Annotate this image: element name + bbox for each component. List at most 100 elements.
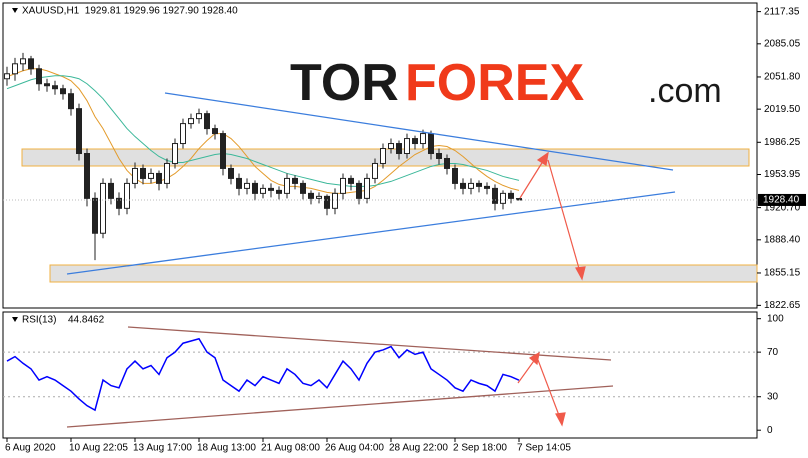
candle-body xyxy=(36,68,42,85)
candle-body xyxy=(68,93,74,110)
rsi-panel xyxy=(2,311,758,439)
candle-body xyxy=(292,177,298,184)
candle-body xyxy=(148,172,154,179)
y-tick-label: 2051.80 xyxy=(764,72,801,83)
x-tick-label: 2 Sep 18:00 xyxy=(453,443,507,454)
candle-body xyxy=(188,118,194,125)
candle-body xyxy=(52,85,58,90)
candle-body xyxy=(76,108,82,155)
candle-body xyxy=(388,143,394,150)
candle-body xyxy=(132,167,138,184)
last-price-label: 1928.40 xyxy=(763,195,800,206)
rsi-value: 44.8462 xyxy=(68,315,105,326)
candle-body xyxy=(356,182,362,199)
x-tick-label: 21 Aug 08:00 xyxy=(261,443,320,454)
x-tick-label: 18 Aug 13:00 xyxy=(197,443,256,454)
x-tick-label: 13 Aug 17:00 xyxy=(133,443,192,454)
y-tick-label: 2117.35 xyxy=(764,6,800,17)
candle-body xyxy=(340,177,346,194)
trend-line-lower xyxy=(66,191,676,275)
candle-body xyxy=(4,73,10,80)
candle-body xyxy=(44,83,50,87)
watermark-forex: FOREX xyxy=(405,54,584,112)
y-tick-label: 1888.40 xyxy=(764,234,801,245)
x-tick-label: 6 Aug 2020 xyxy=(5,443,56,454)
rsi-trend-lower xyxy=(66,385,614,428)
rsi-trend-upper xyxy=(127,326,612,361)
y-tick-label: 2085.05 xyxy=(764,38,801,49)
rsi-icon xyxy=(12,317,18,322)
candle-body xyxy=(116,197,122,209)
candle-body xyxy=(60,88,66,95)
candle-body xyxy=(364,177,370,199)
last-price-box xyxy=(758,193,806,206)
candle-body xyxy=(124,182,130,209)
candle-body xyxy=(324,195,330,209)
candle-body xyxy=(260,187,266,194)
y-tick-label: 100 xyxy=(767,313,784,324)
candle-body xyxy=(332,192,338,209)
watermark-tor: TOR xyxy=(290,54,399,112)
candle-body xyxy=(436,153,442,159)
x-tick-label: 28 Aug 22:00 xyxy=(389,443,448,454)
candle-body xyxy=(404,138,410,155)
candle-body xyxy=(228,167,234,179)
candle-body xyxy=(212,128,218,135)
candle-body xyxy=(20,58,26,65)
watermark-com: .com xyxy=(648,72,722,110)
candle-body xyxy=(220,133,226,169)
y-tick-label: 1920.70 xyxy=(764,202,801,213)
candle-body xyxy=(236,177,242,189)
candle-body xyxy=(204,113,210,130)
y-tick-label: 70 xyxy=(767,347,779,358)
candle-body xyxy=(508,192,514,199)
candle-body xyxy=(460,182,466,189)
x-tick-label: 10 Aug 22:05 xyxy=(69,443,128,454)
candle-body xyxy=(348,177,354,184)
candle-body xyxy=(252,182,258,194)
candle-body xyxy=(180,123,186,145)
y-tick-label: 2019.50 xyxy=(764,104,801,115)
candle-body xyxy=(156,172,162,184)
x-tick-label: 26 Aug 04:00 xyxy=(325,443,384,454)
candle-body xyxy=(100,182,106,234)
support-zone xyxy=(49,264,758,283)
candle-body xyxy=(308,192,314,199)
candle-body xyxy=(300,182,306,194)
candle-body xyxy=(396,143,402,155)
candle-body xyxy=(12,63,18,75)
candle-body xyxy=(492,187,498,204)
candle-body xyxy=(468,182,474,189)
y-tick-label: 1953.95 xyxy=(764,169,801,180)
rsi-line xyxy=(6,337,520,412)
y-tick-label: 30 xyxy=(767,391,779,402)
candle-body xyxy=(476,182,482,187)
candle-body xyxy=(276,189,282,194)
y-tick-label: 1822.65 xyxy=(764,300,801,311)
candle-body xyxy=(380,148,386,164)
candle-body xyxy=(244,182,250,189)
candle-body xyxy=(108,182,114,199)
rsi-name: RSI(13) xyxy=(22,315,56,326)
header: XAUUSD,H1 1929.81 1929.96 1927.90 1928.4… xyxy=(22,6,238,17)
candle-body xyxy=(284,177,290,194)
candle-body xyxy=(420,133,426,145)
main-panel xyxy=(2,2,758,309)
candle-body xyxy=(484,185,490,189)
candle-body xyxy=(500,192,506,204)
y-tick-label: 0 xyxy=(767,425,773,436)
candle-body xyxy=(412,138,418,145)
candle-body xyxy=(196,113,202,120)
y-tick-label: 1855.15 xyxy=(764,268,801,279)
trend-line-upper xyxy=(164,92,674,171)
candle-body xyxy=(268,187,274,191)
candle-body xyxy=(164,162,170,184)
candle-body xyxy=(372,162,378,179)
candle-body xyxy=(172,143,178,164)
candle-body xyxy=(84,153,90,199)
moving-average xyxy=(6,75,520,187)
header-icon xyxy=(12,8,18,13)
forecast-arrows xyxy=(517,151,586,427)
